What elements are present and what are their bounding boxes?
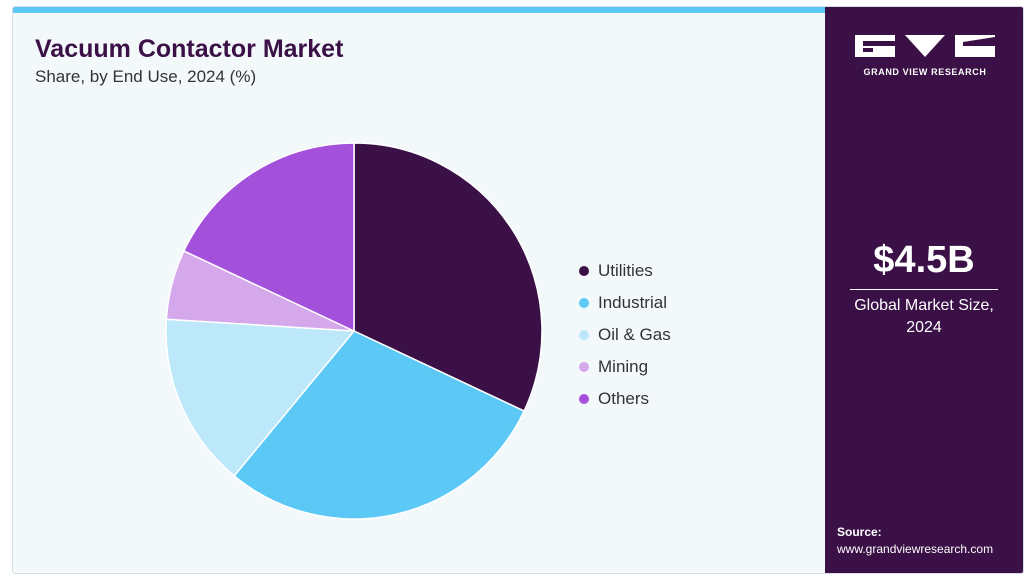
divider (850, 289, 998, 290)
info-sidebar: GRAND VIEW RESEARCH $4.5B Global Market … (825, 7, 1023, 573)
market-size-value: $4.5B (873, 239, 975, 281)
legend-label: Mining (598, 357, 649, 376)
market-size-label-line1: Global Market Size, (854, 297, 994, 314)
legend-marker (579, 266, 589, 276)
pie-slice-industrial (233, 330, 526, 520)
legend-item-others: Others (579, 383, 671, 415)
legend-marker (579, 394, 589, 404)
grand-view-research-logo (855, 35, 995, 57)
source-label: Source: (837, 525, 882, 539)
chart-panel: Vacuum Contactor Market Share, by End Us… (13, 7, 825, 573)
legend-label: Industrial (598, 293, 667, 312)
chart-title: Vacuum Contactor Market (35, 35, 344, 63)
chart-legend: Utilities Industrial Oil & Gas Mining Others (579, 255, 671, 415)
legend-marker (579, 298, 589, 308)
pie-slice-utilities (353, 142, 543, 413)
legend-marker (579, 362, 589, 372)
legend-marker (579, 330, 589, 340)
pie-chart (165, 142, 543, 520)
pie-slice-oil-gas (165, 318, 356, 477)
logo-text: GRAND VIEW RESEARCH (863, 67, 987, 77)
market-size-label: Global Market Size, 2024 (825, 295, 1023, 339)
chart-subtitle: Share, by End Use, 2024 (%) (35, 67, 257, 86)
legend-label: Utilities (598, 261, 653, 280)
legend-label: Oil & Gas (598, 325, 671, 344)
chart-card: Vacuum Contactor Market Share, by End Us… (12, 6, 1024, 574)
legend-item-oil-gas: Oil & Gas (579, 319, 671, 351)
source-url[interactable]: www.grandviewresearch.com (837, 542, 994, 556)
legend-item-mining: Mining (579, 351, 671, 383)
accent-bar (13, 7, 825, 13)
legend-item-industrial: Industrial (579, 287, 671, 319)
pie-slice-others (182, 142, 355, 333)
legend-item-utilities: Utilities (579, 255, 671, 287)
legend-label: Others (598, 389, 650, 408)
market-size-label-line2: 2024 (906, 319, 942, 336)
